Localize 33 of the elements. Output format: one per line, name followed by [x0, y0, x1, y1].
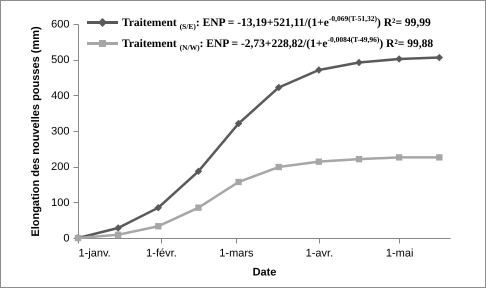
point	[275, 84, 282, 92]
point	[195, 204, 202, 211]
x-tick-label: 1-avr.	[306, 248, 334, 260]
y-tick-label: 500	[51, 54, 70, 66]
point	[234, 120, 242, 128]
y-tick-label: 300	[51, 126, 70, 138]
point	[114, 224, 122, 232]
point	[154, 204, 162, 212]
x-tick-label: 1-mars	[219, 248, 254, 260]
y-tick-label: 200	[51, 161, 70, 174]
point	[356, 156, 362, 162]
legend-label: Traitement $_{(N/W)}$: ENP = -2,73+228,82/(1+e$^{-0,0084(T-49,96)}$) R²= 99,88	[122, 34, 434, 52]
point	[194, 168, 202, 176]
x-tick-label: 1-mai	[386, 248, 414, 260]
point	[315, 66, 323, 74]
point	[396, 154, 402, 161]
y-tick-label: 100	[51, 196, 70, 209]
point	[235, 178, 242, 186]
x-tick-label: 1-févr.	[146, 248, 177, 260]
point	[436, 54, 444, 62]
y-tick-label: 400	[51, 90, 70, 102]
point	[276, 164, 282, 170]
y-tick-label: 0	[63, 232, 70, 244]
y-tick-label: 600	[51, 18, 70, 30]
point	[355, 58, 363, 66]
x-axis-title: Date	[252, 266, 276, 278]
point	[114, 232, 122, 238]
point	[316, 158, 322, 165]
x-tick-label: 1-janv.	[78, 248, 111, 260]
y-axis-title: Elongation des nouvelles pousses (mm)	[30, 26, 42, 237]
point	[155, 223, 162, 230]
point	[436, 154, 442, 161]
legend-label: Traitement $_{(S/E)}$: ENP = -13,19+521,11/(1+e$^{-0,069(T-51,32)}$) R²= 99,99	[122, 14, 431, 32]
